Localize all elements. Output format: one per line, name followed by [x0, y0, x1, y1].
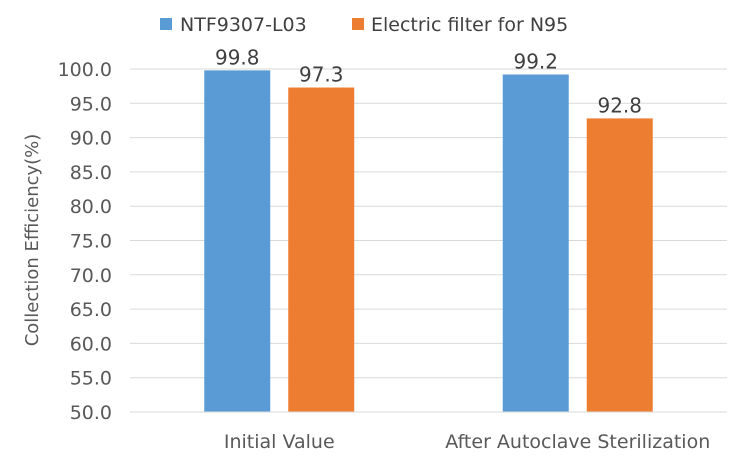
legend: NTF9307-L03 Electric filter for N95	[160, 14, 568, 36]
y-tick-label: 85.0	[70, 162, 112, 184]
y-tick-label: 70.0	[70, 265, 112, 287]
y-tick-label: 65.0	[70, 299, 112, 321]
x-axis: Initial Value After Autoclave Sterilizati…	[130, 411, 727, 453]
y-tick-label: 55.0	[70, 368, 112, 390]
data-labels: 99.8 97.3 99.2 92.8	[215, 45, 642, 117]
y-tick-label: 100.0	[58, 59, 112, 81]
y-tick-label: 95.0	[70, 93, 112, 115]
data-label: 99.8	[215, 45, 260, 69]
bar	[288, 87, 355, 412]
legend-label: NTF9307-L03	[180, 14, 307, 36]
y-tick-label: 50.0	[70, 402, 112, 424]
x-tick-label: After Autoclave Sterilization	[445, 431, 710, 453]
legend-swatch	[160, 18, 172, 30]
legend-swatch	[352, 18, 364, 30]
data-label: 92.8	[597, 93, 642, 117]
bar	[502, 74, 569, 412]
y-axis-title: Collection Efficiency(%)	[22, 134, 43, 347]
legend-label: Electric filter for N95	[371, 14, 568, 36]
data-label: 97.3	[299, 63, 344, 87]
y-axis: 50.0 55.0 60.0 65.0 70.0 75.0 80.0 85.0 90.0 95.0…	[58, 59, 112, 424]
x-tick-label: Initial Value	[224, 431, 335, 453]
bar	[586, 118, 653, 412]
y-tick-label: 80.0	[70, 196, 112, 218]
bars	[204, 70, 653, 412]
y-tick-label: 75.0	[70, 231, 112, 253]
bar	[204, 70, 271, 412]
y-tick-label: 90.0	[70, 128, 112, 150]
y-tick-label: 60.0	[70, 333, 112, 355]
data-label: 99.2	[513, 49, 558, 73]
